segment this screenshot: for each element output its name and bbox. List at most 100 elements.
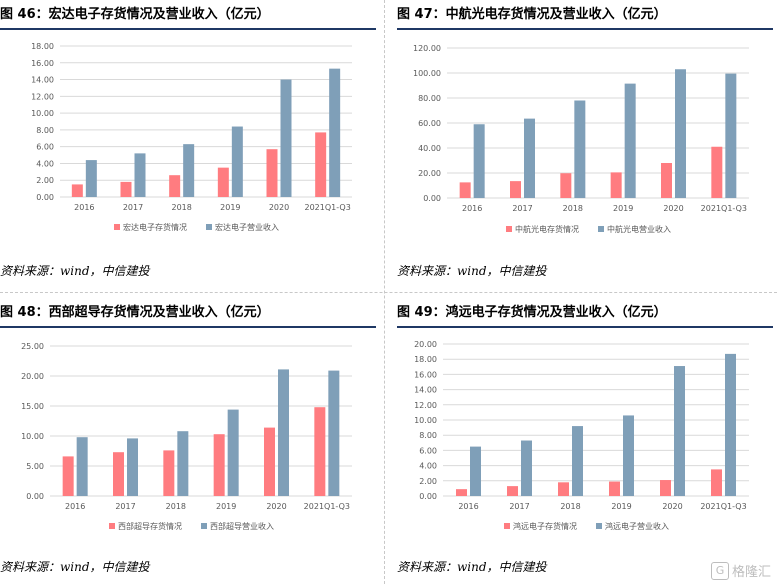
bar-revenue — [134, 153, 146, 197]
bar-revenue — [280, 79, 292, 197]
bar-inventory — [163, 450, 175, 496]
legend-label: 宏达电子营业收入 — [215, 222, 279, 232]
bar-inventory — [266, 149, 278, 197]
bar-inventory — [507, 486, 518, 496]
y-tick-label: 2.00 — [419, 477, 437, 486]
source-note: 资料来源：wind，中信建投 — [0, 560, 150, 574]
bar-revenue — [572, 426, 583, 496]
bar-inventory — [62, 456, 74, 496]
bar-inventory — [560, 173, 572, 198]
x-tick-label: 2016 — [74, 203, 94, 212]
bar-revenue — [183, 144, 195, 197]
x-tick-label: 2021Q1-Q3 — [701, 204, 747, 213]
x-tick-label: 2021Q1-Q3 — [700, 502, 746, 511]
bar-chart: 0.00 5.00 10.00 15.00 20.00 25.00 2016 2017 2018… — [21, 342, 352, 531]
title-rule — [397, 28, 773, 30]
bar-revenue — [470, 446, 481, 496]
y-tick-label: 40.00 — [418, 144, 441, 153]
y-tick-label: 16.00 — [31, 59, 54, 68]
bar-revenue — [674, 366, 685, 496]
bar-revenue — [524, 118, 535, 198]
legend-swatch — [598, 226, 604, 232]
x-tick-label: 2017 — [509, 502, 529, 511]
bar-revenue — [76, 437, 88, 496]
x-tick-label: 2019 — [611, 502, 631, 511]
bar-inventory — [660, 480, 671, 496]
bar-inventory — [610, 172, 622, 198]
bar-revenue — [623, 415, 634, 496]
x-tick-label: 2020 — [269, 203, 289, 212]
x-tick-label: 2016 — [462, 204, 482, 213]
legend-swatch — [206, 224, 212, 230]
x-tick-label: 2019 — [220, 203, 240, 212]
y-tick-label: 12.00 — [31, 92, 54, 101]
bar-inventory — [213, 434, 225, 496]
legend-label: 西部超导存货情况 — [118, 521, 182, 531]
x-tick-label: 2017 — [512, 204, 532, 213]
bar-inventory — [661, 163, 672, 198]
y-tick-label: 14.00 — [31, 76, 54, 85]
legend-label: 中航光电营业收入 — [607, 224, 671, 234]
chart-title: 图 49：鸿远电子存货情况及营业收入（亿元） — [397, 305, 667, 320]
x-tick-label: 2016 — [458, 502, 478, 511]
legend-label: 中航光电存货情况 — [515, 224, 579, 234]
bar-inventory — [264, 427, 275, 496]
chart-title: 图 46：宏达电子存货情况及营业收入（亿元） — [0, 7, 270, 22]
x-tick-label: 2020 — [663, 204, 683, 213]
bar-inventory — [120, 181, 132, 197]
y-tick-label: 2.00 — [36, 176, 54, 185]
bar-revenue — [574, 100, 586, 198]
bar-inventory — [169, 175, 181, 197]
y-tick-label: 25.00 — [21, 342, 44, 351]
source-note: 资料来源：wind，中信建投 — [397, 560, 547, 574]
x-tick-label: 2016 — [65, 502, 85, 511]
legend-label: 宏达电子存货情况 — [123, 222, 187, 232]
x-tick-label: 2017 — [115, 502, 135, 511]
y-tick-label: 10.00 — [31, 109, 54, 118]
y-tick-label: 5.00 — [26, 462, 44, 471]
source-note: 资料来源：wind，中信建投 — [397, 264, 547, 278]
y-tick-label: 60.00 — [418, 119, 441, 128]
bar-revenue — [231, 126, 243, 197]
y-tick-label: 16.00 — [414, 370, 437, 379]
legend-swatch — [114, 224, 120, 230]
chart-title: 图 47：中航光电存货情况及营业收入（亿元） — [397, 7, 667, 22]
legend-label: 鸿远电子存货情况 — [513, 521, 577, 531]
y-tick-label: 8.00 — [36, 126, 54, 135]
bar-inventory — [711, 146, 723, 198]
title-rule — [0, 28, 376, 30]
y-tick-label: 6.00 — [419, 446, 437, 455]
watermark-logo: G 格隆汇 — [710, 561, 771, 580]
bar-inventory — [71, 184, 83, 197]
x-tick-label: 2020 — [266, 502, 286, 511]
legend-swatch — [506, 226, 512, 232]
bar-inventory — [510, 181, 521, 198]
bar-revenue — [675, 69, 686, 198]
bar-inventory — [609, 481, 620, 496]
x-tick-label: 2018 — [171, 203, 191, 212]
x-tick-label: 2018 — [166, 502, 186, 511]
y-tick-label: 0.00 — [423, 194, 441, 203]
x-tick-label: 2020 — [662, 502, 682, 511]
bar-revenue — [329, 68, 341, 198]
y-tick-label: 80.00 — [418, 94, 441, 103]
bar-inventory — [711, 469, 722, 496]
y-tick-label: 6.00 — [36, 143, 54, 152]
y-tick-label: 4.00 — [36, 159, 54, 168]
y-tick-label: 0.00 — [26, 492, 44, 501]
chart-title: 图 48：西部超导存货情况及营业收入（亿元） — [0, 305, 270, 320]
y-tick-label: 0.00 — [36, 193, 54, 202]
y-tick-label: 15.00 — [21, 402, 44, 411]
legend-swatch — [109, 523, 115, 529]
title-rule — [0, 326, 376, 328]
source-note: 资料来源：wind，中信建投 — [0, 264, 150, 278]
bar-revenue — [725, 73, 737, 198]
y-tick-label: 20.00 — [418, 169, 441, 178]
bar-revenue — [725, 353, 736, 496]
legend-swatch — [201, 523, 207, 529]
bar-revenue — [521, 440, 532, 496]
y-tick-label: 10.00 — [21, 432, 44, 441]
watermark-icon: G — [710, 561, 729, 580]
chart-panel-48: 图 48：西部超导存货情况及营业收入（亿元） 0.00 5.00 10.00 15.0… — [0, 300, 380, 584]
legend-swatch — [596, 523, 602, 529]
